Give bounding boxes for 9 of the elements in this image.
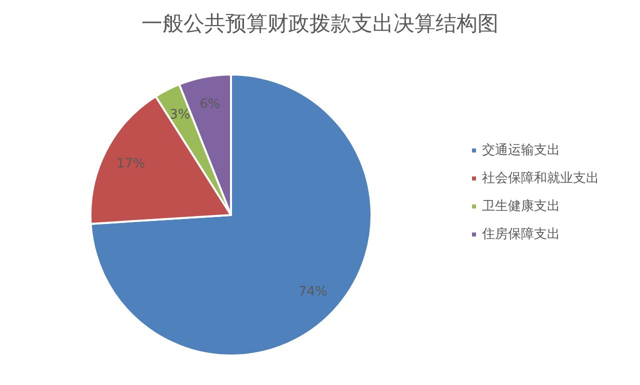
data-label: 3% bbox=[170, 107, 190, 122]
legend-label: 社会保障和就业支出 bbox=[482, 171, 599, 186]
data-label: 6% bbox=[200, 97, 220, 112]
chart-title: 一般公共预算财政拨款支出决算结构图 bbox=[142, 12, 498, 36]
legend-label: 交通运输支出 bbox=[482, 142, 560, 158]
data-label: 74% bbox=[298, 284, 328, 300]
data-label: 17% bbox=[116, 156, 146, 172]
legend-label: 卫生健康支出 bbox=[482, 199, 560, 214]
legend-label: 住房保障支出 bbox=[481, 226, 560, 242]
